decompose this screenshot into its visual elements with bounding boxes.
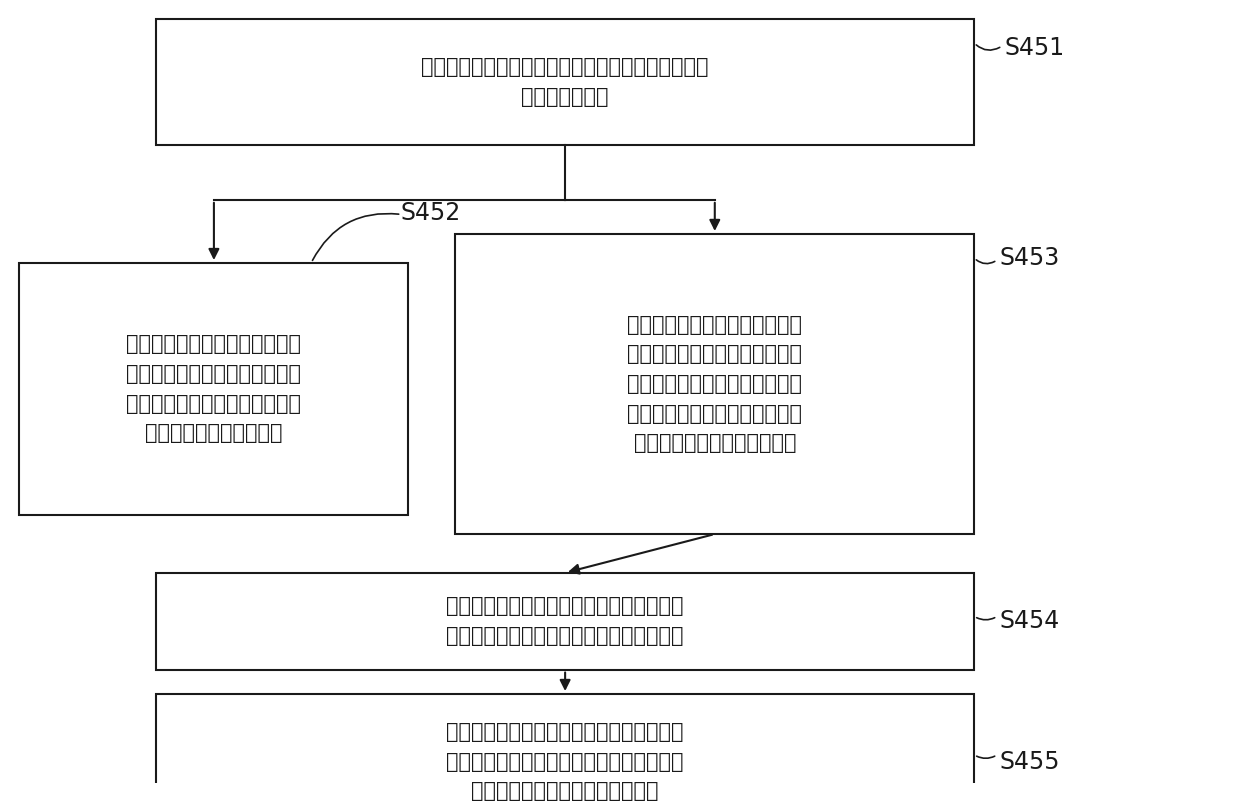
Text: 当电磁炉的当前炉温大于第一绝对阈值炉温
时，每隔第三预设时间段读取电磁炉的炉温: 当电磁炉的当前炉温大于第一绝对阈值炉温 时，每隔第三预设时间段读取电磁炉的炉温: [446, 596, 684, 646]
Text: S454: S454: [999, 609, 1059, 633]
Text: 当相邻两次检测到的炉温的差值大于预设的
第三温差时，判断所述陶瓷锅处于高温段加
热干烧状态，控制电磁炉停止加热: 当相邻两次检测到的炉温的差值大于预设的 第三温差时，判断所述陶瓷锅处于高温段加 …: [446, 722, 684, 801]
Text: 当判断所述陶瓷锅内有水时，每隔第二预设时间段读
取电磁炉的炉温: 当判断所述陶瓷锅内有水时，每隔第二预设时间段读 取电磁炉的炉温: [422, 57, 709, 107]
Text: S452: S452: [401, 200, 461, 224]
Text: S451: S451: [1004, 36, 1064, 60]
Bar: [156, 573, 975, 670]
Bar: [156, 19, 975, 144]
Bar: [20, 263, 408, 515]
Bar: [455, 234, 975, 534]
Text: S455: S455: [999, 750, 1060, 774]
Bar: [156, 694, 975, 807]
Text: 当相邻两次检测到的炉温的差值
小于预设的第二温差时，判断所
述陶瓷锅内的水处于沸腾状态，
同时判断电磁炉的当前炉温是否
大于预设的第一绝对阈值炉温: 当相邻两次检测到的炉温的差值 小于预设的第二温差时，判断所 述陶瓷锅内的水处于沸…: [627, 315, 802, 454]
Text: S453: S453: [999, 246, 1059, 270]
Text: 当相邻两次检测到的炉温的差值
大于预设的第一温差时，判断所
述陶瓷锅处于低温段加热干烧状
态，控制电磁炉停止加热: 当相邻两次检测到的炉温的差值 大于预设的第一温差时，判断所 述陶瓷锅处于低温段加…: [126, 334, 301, 443]
